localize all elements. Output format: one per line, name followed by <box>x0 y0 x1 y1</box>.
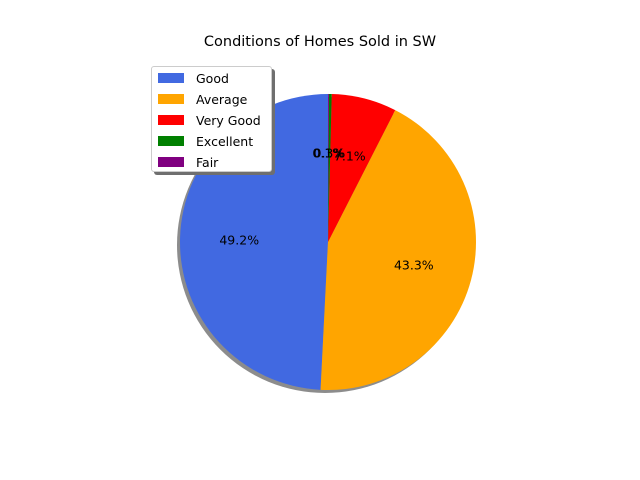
pie-slice-excellent <box>328 94 332 242</box>
pie-slice-very-good <box>328 94 396 242</box>
pie-label-average: 43.3% <box>394 257 434 272</box>
pie-slice-average <box>320 110 477 391</box>
legend-label: Good <box>196 70 229 86</box>
legend-swatch <box>158 136 184 146</box>
legend-swatch <box>158 94 184 104</box>
legend-label: Fair <box>196 154 219 170</box>
legend-swatch <box>158 115 184 125</box>
pie-label-fair: 0.1% <box>312 146 344 161</box>
legend-swatch <box>158 157 184 167</box>
pie-slice-fair <box>328 94 329 242</box>
pie-label-excellent: 0.3% <box>314 146 346 161</box>
legend-label: Average <box>196 91 248 107</box>
legend-item-excellent: Excellent <box>158 133 253 149</box>
pie-label-very-good: 7.1% <box>334 148 366 163</box>
chart-legend: Good Average Very Good Excellent Fair <box>151 66 272 172</box>
legend-item-average: Average <box>158 91 247 107</box>
legend-label: Very Good <box>196 112 261 128</box>
legend-item-fair: Fair <box>158 154 218 170</box>
legend-item-good: Good <box>158 70 229 86</box>
legend-swatch <box>158 73 184 83</box>
pie-label-good: 49.2% <box>219 232 259 247</box>
legend-item-very-good: Very Good <box>158 112 261 128</box>
chart-title: Conditions of Homes Sold in SW <box>203 34 437 50</box>
legend-label: Excellent <box>196 133 254 149</box>
